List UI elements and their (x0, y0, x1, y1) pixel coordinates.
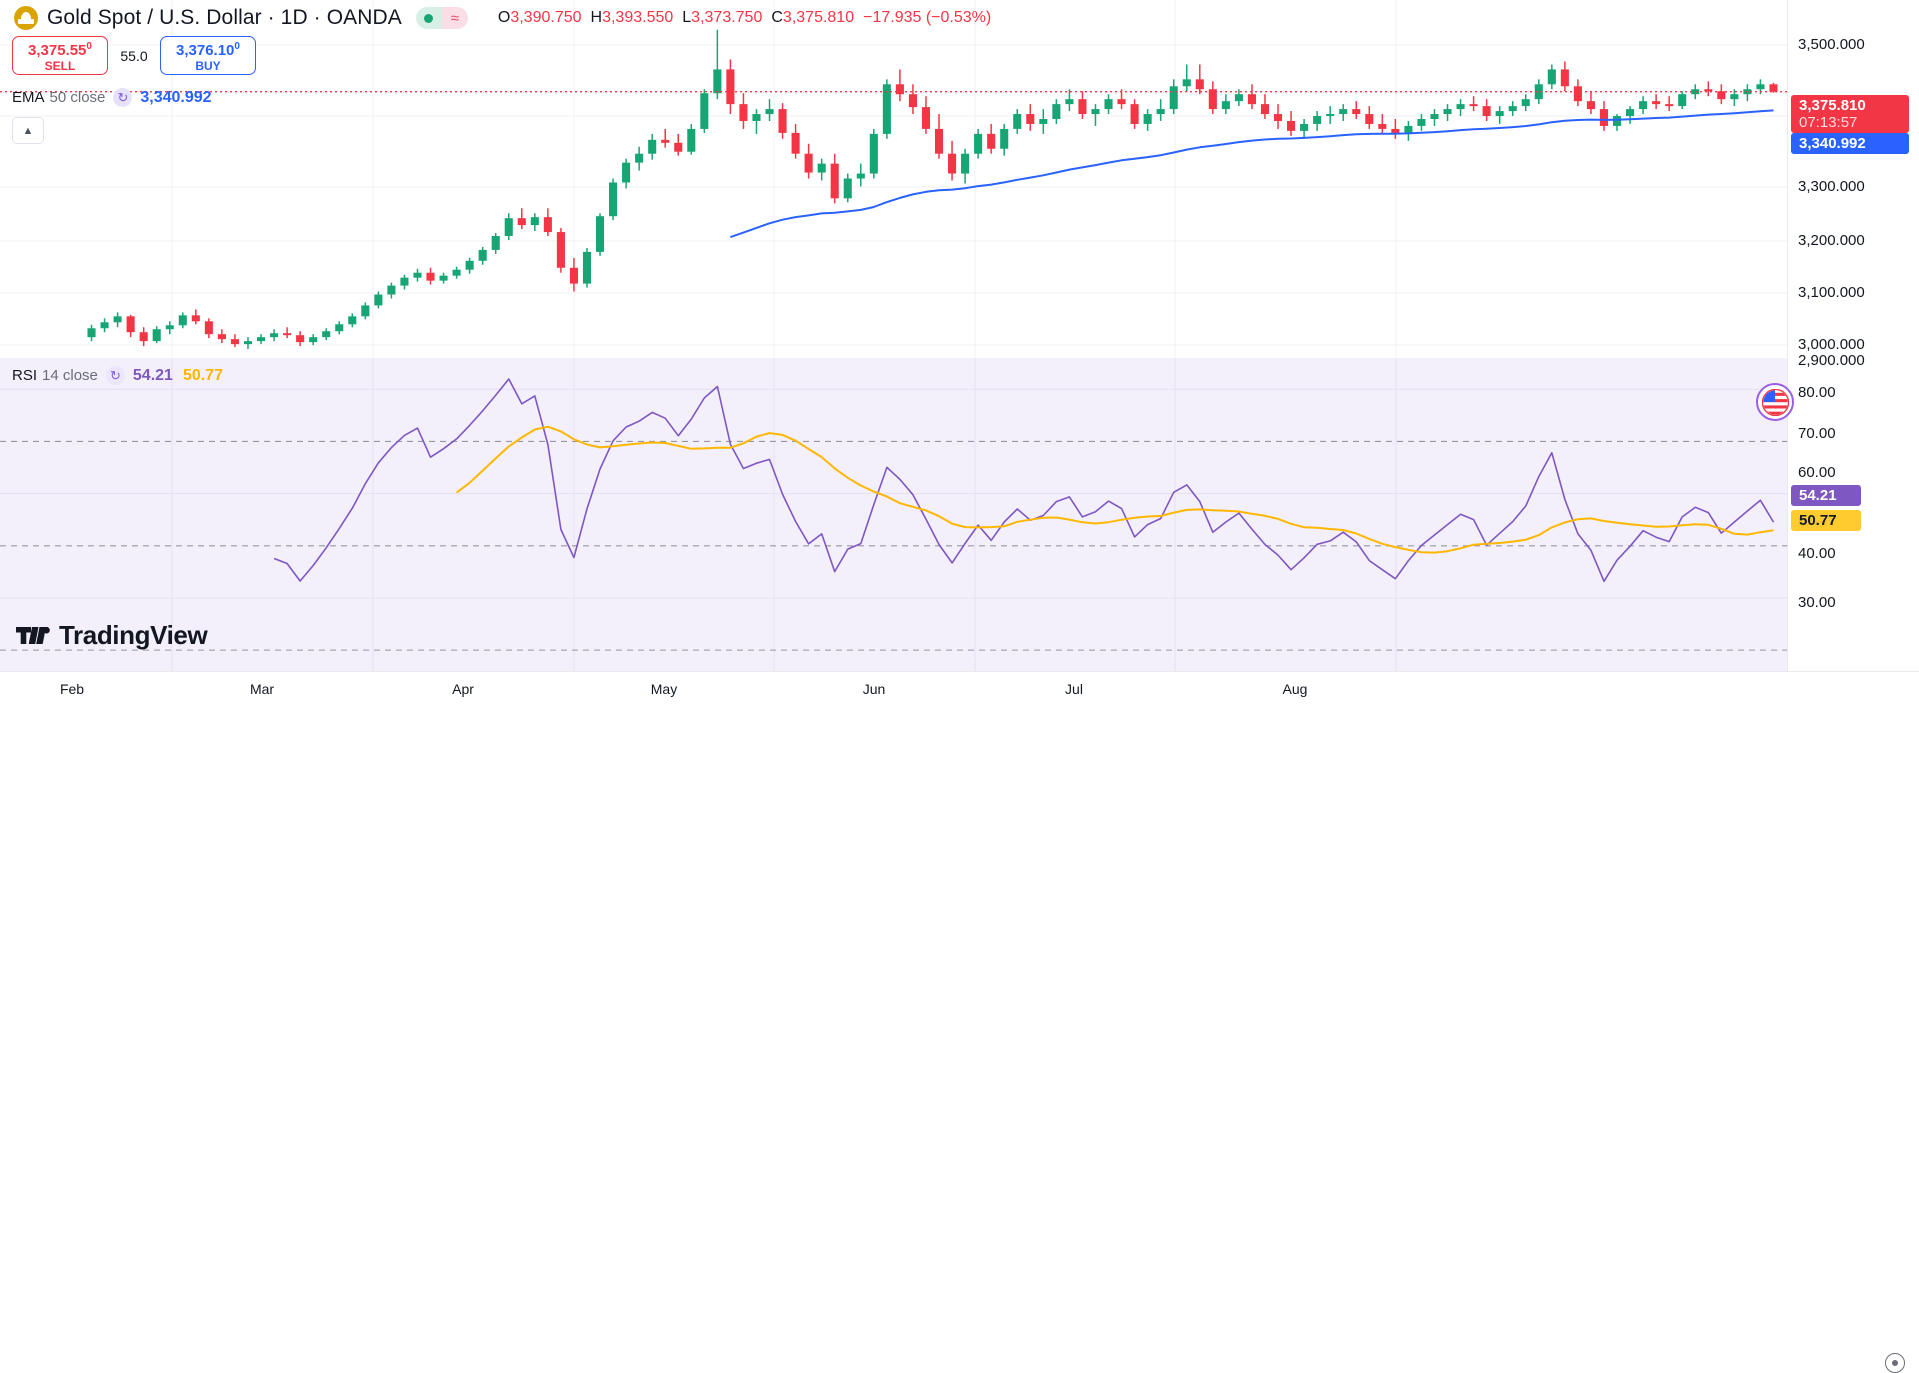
sell-label: SELL (44, 58, 76, 73)
rsi-axis-label: 70.00 (1798, 425, 1836, 442)
ema-legend[interactable]: EMA 50 close ↻ 3,340.992 (12, 88, 212, 107)
rsi-axis-label: 60.00 (1798, 464, 1836, 481)
time-axis-label: Aug (1282, 681, 1308, 697)
chart-header: Gold Spot / U.S. Dollar · 1D · OANDA ≈ O… (0, 0, 1919, 36)
bar-countdown-timer: 07:13:57 (1799, 114, 1858, 131)
ema-legend-params: 50 close (49, 89, 106, 106)
price-axis-label: 3,500.000 (1798, 36, 1865, 53)
refresh-circle-icon[interactable]: ↻ (105, 366, 125, 385)
time-axis-label: May (650, 681, 678, 697)
current-price-tag[interactable]: 3,375.810 07:13:57 (1791, 95, 1909, 133)
time-axis-label: Mar (249, 681, 275, 697)
rsi-ma-value-tag[interactable]: 50.77 (1791, 510, 1861, 531)
price-axis-label: 3,100.000 (1798, 284, 1865, 301)
rsi-axis-label: 40.00 (1798, 545, 1836, 562)
market-status-pill[interactable]: ≈ (415, 7, 468, 29)
gold-coin-icon (14, 6, 38, 30)
us-flag-icon[interactable] (1756, 383, 1794, 421)
rsi-14-line (273, 378, 1775, 583)
page-title[interactable]: Gold Spot / U.S. Dollar · 1D · OANDA (47, 6, 402, 29)
rsi-legend-params: 14 close (42, 367, 98, 384)
rsi-axis-label: 30.00 (1798, 594, 1836, 611)
time-axis-label: Jun (862, 681, 886, 697)
price-chart-pane[interactable] (0, 0, 1787, 357)
ema-price-tag[interactable]: 3,340.992 (1791, 133, 1909, 154)
tradingview-watermark-text: TradingView (59, 620, 208, 650)
market-open-dot-icon (415, 7, 442, 29)
rsi-ma-legend-value: 50.77 (182, 366, 223, 384)
forex-tilde-icon: ≈ (441, 7, 468, 29)
buy-button[interactable]: 3,376.100 BUY (160, 36, 256, 75)
price-axis-label: 3,000.000 (1798, 336, 1865, 353)
chevron-up-icon[interactable]: ▲ (12, 117, 44, 144)
trade-widget: 3,375.550 SELL 55.0 3,376.100 BUY (12, 36, 256, 75)
price-axis-label: 3,200.000 (1798, 232, 1865, 249)
time-axis[interactable]: Feb Mar Apr May Jun Jul Aug (0, 671, 1919, 1373)
rsi-axis-label: 80.00 (1798, 384, 1836, 401)
ohlc-low-label: L (682, 9, 692, 26)
candlestick-series (87, 29, 1778, 350)
ema-legend-value: 3,340.992 (140, 88, 212, 106)
time-axis-label: Apr (452, 681, 474, 697)
price-axis-label: 2,900.000 (1798, 352, 1865, 369)
refresh-circle-icon[interactable]: ↻ (113, 88, 133, 107)
rsi-ma-line (455, 425, 1774, 554)
ohlc-low-value: 3,373.750 (691, 9, 763, 26)
price-change: −17.935 (−0.53%) (863, 9, 992, 26)
rsi-pane[interactable] (0, 358, 1787, 671)
ohlc-high-label: H (590, 9, 603, 26)
spread-value: 55.0 (120, 47, 148, 64)
crosshair-target-icon[interactable] (1885, 1353, 1905, 1373)
rsi-value-tag[interactable]: 54.21 (1791, 485, 1861, 506)
ohlc-open-label: O (497, 9, 511, 26)
ema-legend-name: EMA (12, 89, 45, 106)
price-axis-label: 3,300.000 (1798, 178, 1865, 195)
buy-price: 3,376.100 (176, 40, 240, 59)
time-axis-label: Feb (59, 681, 85, 697)
sell-price: 3,375.550 (28, 40, 92, 59)
ohlc-close-label: C (771, 9, 783, 26)
price-axis[interactable]: 3,500.000 3,400.000 3,300.000 3,200.000 … (1787, 0, 1919, 671)
time-axis-label: Jul (1065, 681, 1083, 697)
ema-50-line (730, 109, 1774, 239)
ohlc-open-value: 3,390.750 (510, 9, 582, 26)
buy-label: BUY (195, 58, 221, 73)
rsi-legend[interactable]: RSI 14 close ↻ 54.21 50.77 (12, 366, 223, 385)
rsi-legend-value: 54.21 (132, 366, 173, 384)
sell-button[interactable]: 3,375.550 SELL (12, 36, 108, 75)
ohlc-high-value: 3,393.550 (602, 9, 674, 26)
ohlc-close-value: 3,375.810 (782, 9, 855, 26)
tradingview-logo-icon (16, 626, 50, 644)
price-chart-svg (0, 0, 1787, 357)
price-gridlines (0, 0, 1787, 357)
ohlc-values: O 3,390.750 H 3,393.550 L 3,373.750 C 3,375.… (498, 9, 991, 27)
current-price-tag-value: 3,375.810 (1799, 97, 1866, 114)
tradingview-watermark: TradingView (16, 620, 208, 651)
rsi-legend-name: RSI (12, 367, 38, 384)
rsi-chart-svg (0, 358, 1787, 671)
